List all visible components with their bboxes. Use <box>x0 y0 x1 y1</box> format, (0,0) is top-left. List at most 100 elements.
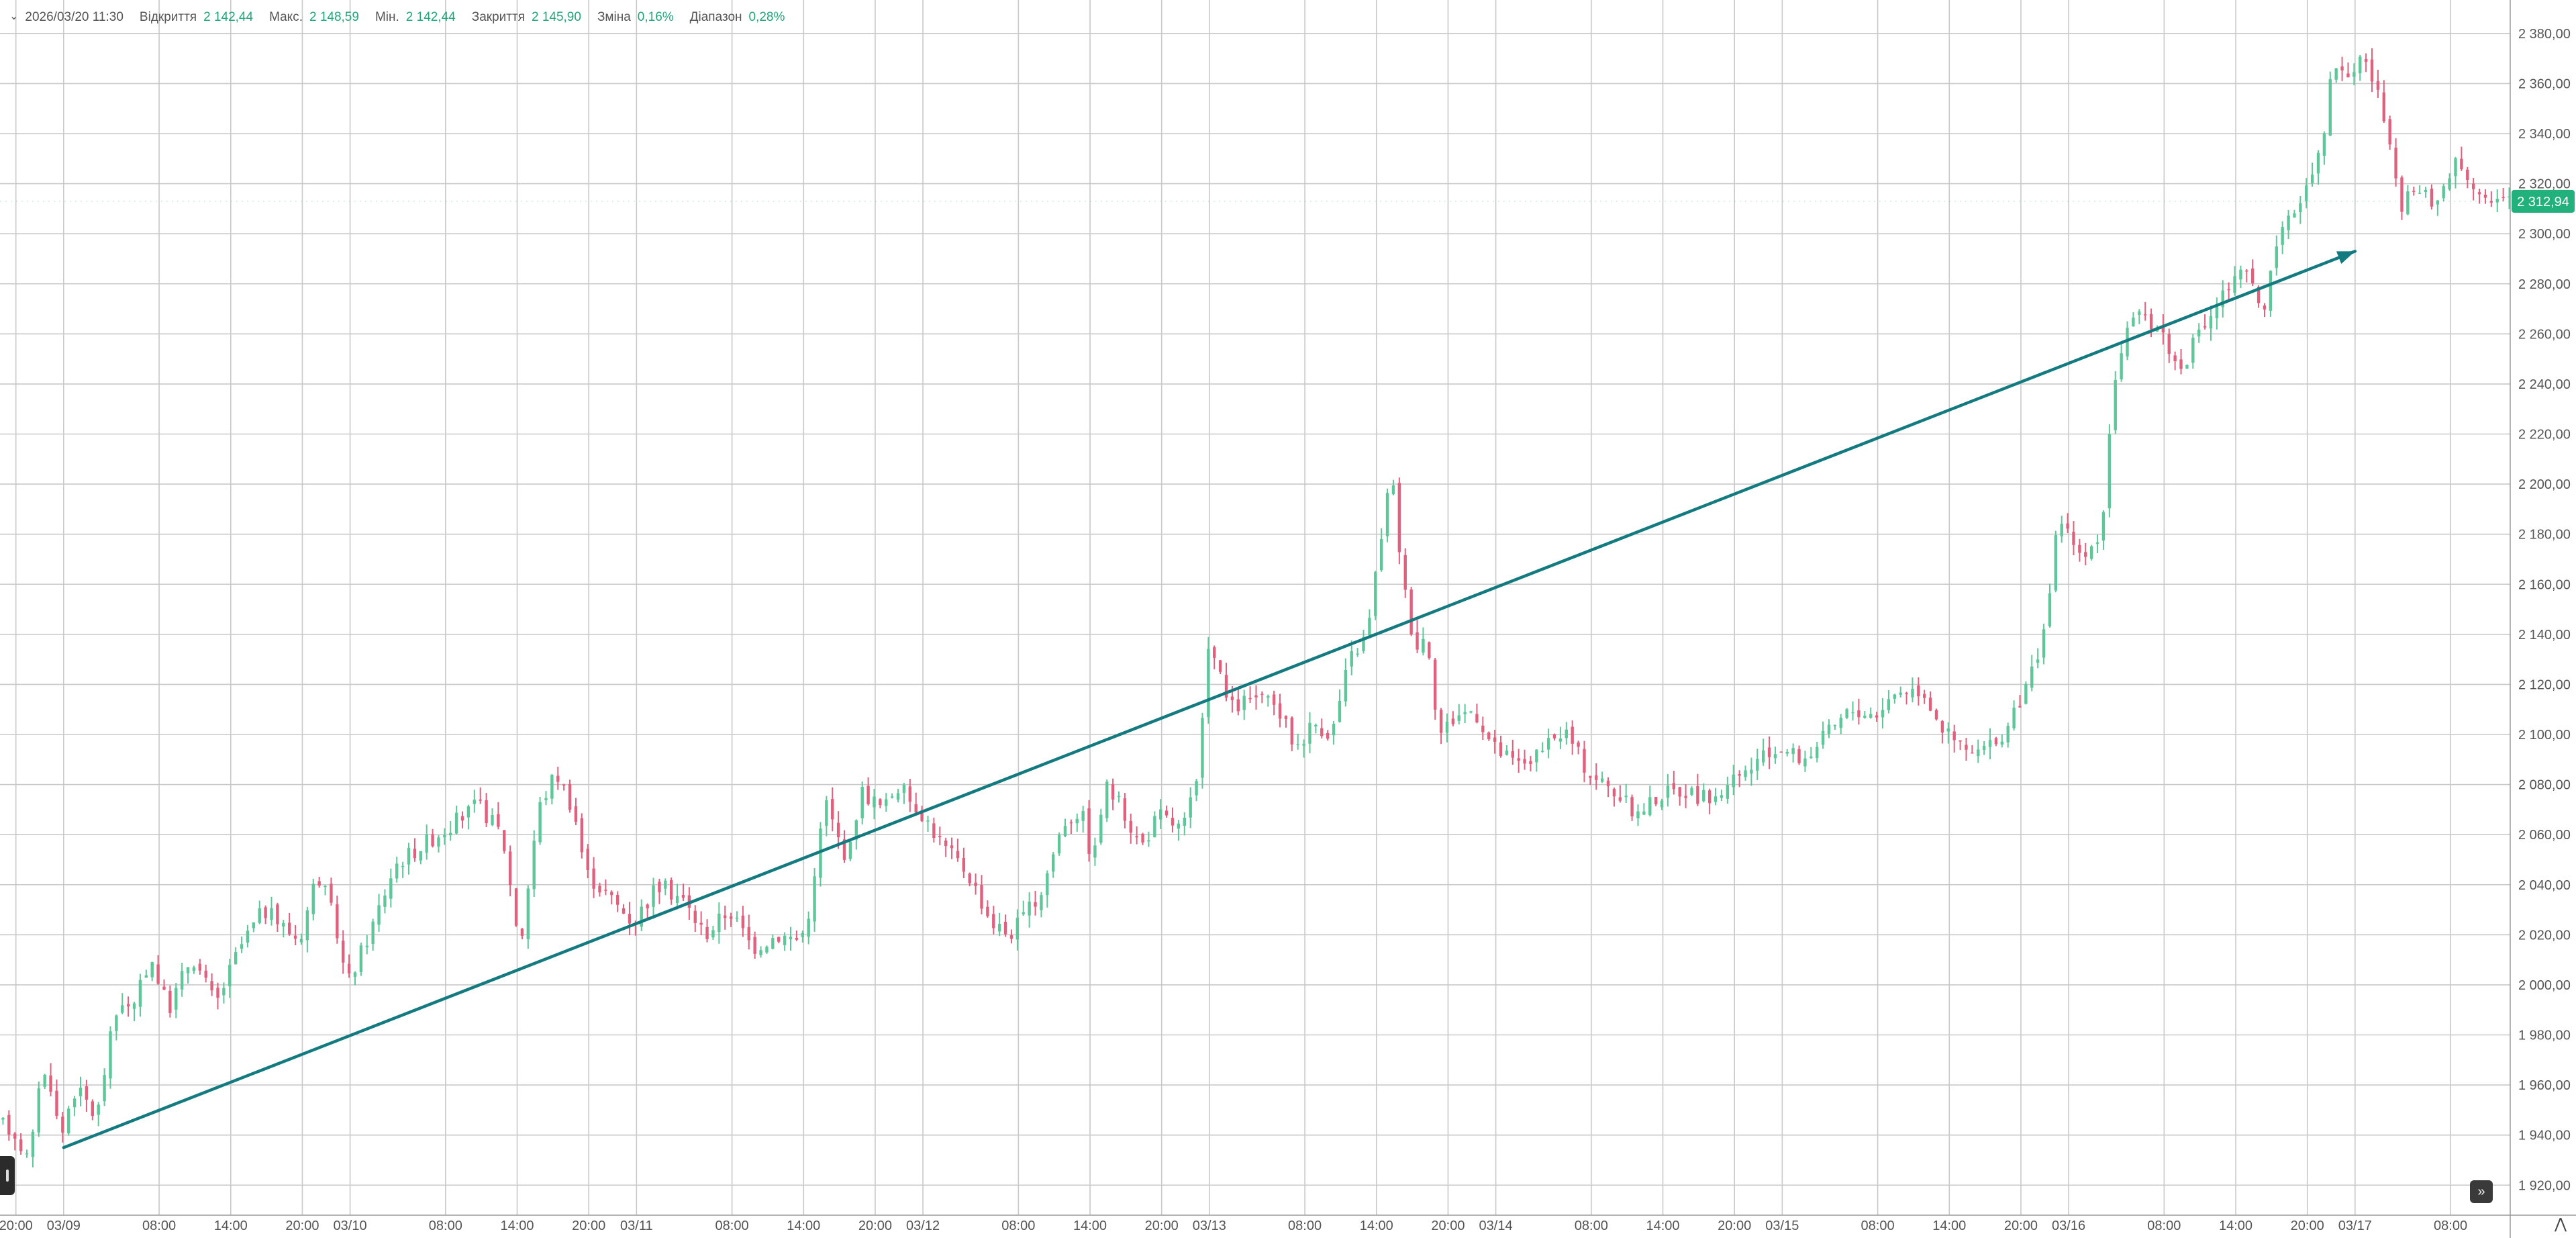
candle-body <box>1320 728 1324 736</box>
candle-body <box>807 918 810 937</box>
candle-body <box>1678 787 1681 797</box>
candle-body <box>2006 726 2010 743</box>
candle-body <box>503 830 506 851</box>
candle-body <box>1887 699 1891 710</box>
candle-body <box>293 935 297 939</box>
candle-body <box>842 839 846 860</box>
candle-body <box>2334 68 2338 80</box>
candle-body <box>2072 532 2075 545</box>
candle-body <box>2448 178 2451 189</box>
candle-body <box>1934 710 1938 720</box>
candle-body <box>615 894 620 905</box>
candle-body <box>431 834 434 847</box>
candle-body <box>2275 246 2278 269</box>
candle-body <box>1308 722 1311 744</box>
candle-body <box>1015 918 1020 940</box>
candle-body <box>2352 72 2356 77</box>
candle-body <box>1899 692 1902 695</box>
x-tick-label: 08:00 <box>2147 1219 2181 1233</box>
candle-body <box>2477 192 2481 195</box>
candle-body <box>1422 638 1425 653</box>
candle-body <box>592 868 595 889</box>
candle-body <box>896 793 900 800</box>
time-axis[interactable]: 20:00 03/09 08:00 14:00 20:00 03/10 08:00 14:00… <box>0 1215 2576 1233</box>
candle-body <box>598 886 601 893</box>
candle-body <box>1928 698 1932 711</box>
candle-body <box>1816 747 1819 759</box>
change-label: Зміна <box>597 10 631 24</box>
range-value: 0,28% <box>748 10 785 24</box>
candle-body <box>1654 797 1658 804</box>
candle-body <box>2095 542 2099 544</box>
candle-body <box>813 876 816 922</box>
x-tick-label: 20:00 <box>1431 1219 1465 1233</box>
candle-body <box>1487 732 1491 740</box>
candle-body <box>938 836 942 837</box>
candle-body <box>2418 193 2422 194</box>
candle-body <box>1451 718 1455 724</box>
candle-body <box>724 915 727 918</box>
candle-body <box>1254 695 1258 698</box>
high-label: Макс. <box>269 10 303 24</box>
candle-body <box>652 885 655 907</box>
candle-body <box>879 799 882 806</box>
candle-body <box>873 796 876 808</box>
x-tick-label: 03/13 <box>1193 1219 1226 1233</box>
candle-body <box>115 1015 118 1031</box>
chevron-down-icon[interactable]: ⌄ <box>9 11 19 22</box>
candle-body <box>1761 750 1765 763</box>
trendline-layer[interactable] <box>62 250 2357 1149</box>
candle-body <box>246 931 250 943</box>
candle-body <box>49 1076 52 1092</box>
ohlc-legend: ⌄ 2026/03/20 11:30 Відкриття 2 142,44 Ма… <box>9 9 794 26</box>
candle-body <box>2299 203 2302 213</box>
candle-body <box>1552 734 1556 739</box>
candle-body <box>866 785 870 804</box>
candle-body <box>2138 311 2141 315</box>
double-chevron-right-icon[interactable]: » <box>2470 1180 2493 1203</box>
candle-body <box>1791 748 1795 755</box>
candle-body <box>1171 818 1175 826</box>
candle-body <box>962 857 966 872</box>
candle-body <box>1201 718 1204 778</box>
candle-body <box>747 926 750 941</box>
candle-body <box>1595 775 1598 780</box>
candle-body <box>443 835 446 838</box>
price-axis[interactable]: 1 920,00 1 940,00 1 960,00 1 980,00 2 000,00… <box>2510 0 2571 1238</box>
x-tick-label: 03/12 <box>906 1219 940 1233</box>
left-pane-handle[interactable] <box>0 1156 15 1195</box>
candle-body <box>1505 751 1509 755</box>
candle-body <box>216 988 219 998</box>
candle-body <box>2221 290 2224 307</box>
text-cursor-icon[interactable]: ⋀ <box>2554 1215 2567 1232</box>
candle-body <box>1481 725 1485 732</box>
candle-body <box>1606 780 1610 787</box>
candle-body <box>759 950 762 955</box>
x-tick-label: 08:00 <box>1001 1219 1035 1233</box>
candle-body <box>2054 535 2058 591</box>
candle-body <box>1600 778 1604 782</box>
candle-body <box>1977 749 1980 757</box>
candle-body <box>1821 730 1825 745</box>
y-tick-label: 2 120,00 <box>2518 677 2571 692</box>
candle-body <box>1409 589 1413 634</box>
candle-body <box>2424 189 2428 193</box>
candle-body <box>1684 796 1687 798</box>
candle-body <box>2406 191 2410 215</box>
candle-body <box>2364 58 2368 62</box>
candle-body <box>2310 175 2314 184</box>
candle-body <box>383 895 387 907</box>
candle-body <box>126 1004 130 1007</box>
y-tick-label: 2 300,00 <box>2518 227 2571 242</box>
candle-body <box>91 1101 95 1116</box>
candle-body <box>413 849 417 859</box>
x-tick-label: 14:00 <box>1932 1219 1966 1233</box>
candle-body <box>992 914 995 928</box>
candle-body <box>1207 649 1210 718</box>
candle-body <box>2483 194 2487 198</box>
candle-body <box>1284 716 1288 719</box>
candle-body <box>198 963 202 971</box>
candle-body <box>228 965 232 987</box>
